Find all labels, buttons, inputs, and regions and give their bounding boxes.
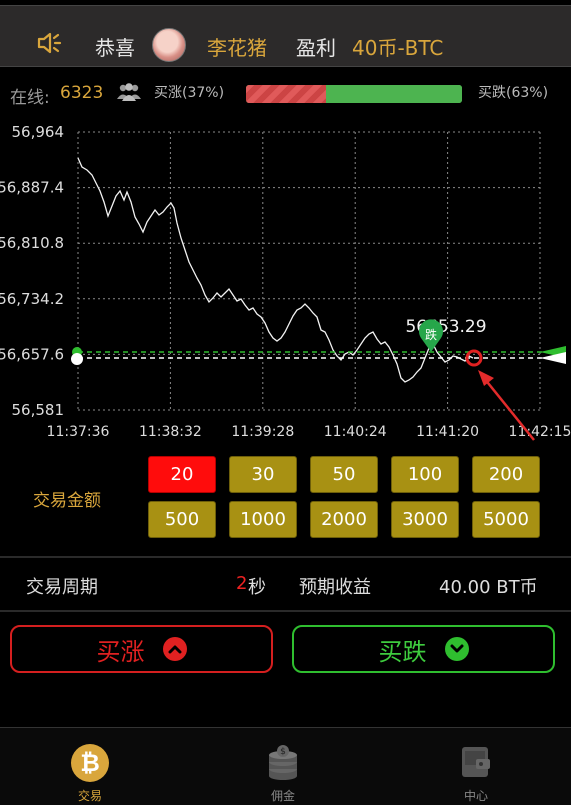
trade-marker-pin (419, 319, 444, 352)
amount-option-1000[interactable]: 1000 (229, 501, 297, 538)
announcement-banner: 恭喜 李花猪 盈利 40币-BTC (0, 0, 571, 72)
nav-item-center[interactable]: 中心 (426, 728, 526, 805)
settlement-marker (465, 349, 483, 367)
price-line (77, 157, 474, 383)
amount-option-30[interactable]: 30 (229, 456, 297, 493)
amount-option-100[interactable]: 100 (391, 456, 459, 493)
price-label: 56653.29 (405, 317, 486, 337)
trade-amount-label: 交易金额 (33, 491, 101, 511)
nav-label-commission: 佣金 (270, 789, 295, 803)
ratio-up-fill (246, 85, 326, 103)
current-left-dot (71, 353, 83, 365)
winner-avatar (152, 28, 186, 62)
amount-option-20[interactable]: 20 (148, 456, 216, 493)
x-tick-label: 11:40:24 (324, 424, 387, 440)
divider (0, 610, 571, 612)
expected-return-value: 40.00 BT币 (439, 577, 538, 598)
y-tick-label: 56,810.8 (0, 234, 64, 252)
amount-option-200[interactable]: 200 (472, 456, 540, 493)
sentiment-ratio-bar (246, 85, 462, 103)
coins-icon: $ (269, 745, 297, 780)
annotation-arrow-head (478, 370, 494, 386)
current-right-marker (540, 352, 566, 364)
chevron-down-icon (444, 637, 469, 661)
buy-down-ratio-label: 买跌(63%) (478, 85, 549, 101)
y-tick-label: 56,657.6 (0, 345, 64, 363)
x-tick-label: 11:38:32 (139, 424, 202, 440)
expected-return-label: 预期收益 (299, 577, 371, 598)
buy-up-button[interactable]: 买涨 (10, 625, 273, 673)
winner-name: 李花猪 (207, 36, 267, 60)
y-tick-label: 56,887.4 (0, 179, 64, 197)
trade-period-value: 2 (236, 573, 248, 594)
trade-marker-label: 跌 (425, 327, 437, 342)
bitcoin-icon: ₿ (71, 744, 109, 782)
trade-period-label: 交易周期 (26, 577, 98, 598)
x-tick-label: 11:41:20 (416, 424, 479, 440)
profit-label: 盈利 (296, 36, 336, 60)
ratio-down-fill (325, 85, 462, 103)
amount-option-500[interactable]: 500 (148, 501, 216, 538)
x-tick-label: 11:42:15 (509, 424, 571, 440)
divider (0, 556, 571, 558)
chevron-up-icon (162, 637, 187, 661)
buy-up-label: 买涨 (96, 637, 145, 666)
online-label: 在线: (10, 88, 50, 108)
x-tick-label: 11:39:28 (231, 424, 294, 440)
y-tick-label: 56,964 (12, 123, 65, 141)
x-tick-label: 11:37:36 (47, 424, 110, 440)
buy-down-label: 买跌 (378, 637, 427, 666)
people-icon (117, 83, 141, 101)
nav-label-trade: 交易 (77, 789, 102, 803)
y-tick-label: 56,581 (12, 401, 65, 419)
amount-option-2000[interactable]: 2000 (310, 501, 378, 538)
bottom-nav: ₿ 交易 $ 佣金 中心 (0, 727, 571, 805)
speaker-icon[interactable] (36, 30, 62, 56)
nav-label-center: 中心 (463, 789, 488, 803)
svg-text:₿: ₿ (80, 749, 100, 777)
buy-up-ratio-label: 买涨(37%) (154, 85, 225, 101)
nav-item-trade[interactable]: ₿ 交易 (40, 728, 140, 805)
amount-option-50[interactable]: 50 (310, 456, 378, 493)
online-count: 6323 (60, 83, 104, 103)
price-chart: 56,964 56,887.4 56,810.8 56,734.2 56,657.6 56… (0, 123, 571, 441)
announcement-bar: 恭喜 李花猪 盈利 40币-BTC (0, 5, 571, 67)
y-tick-label: 56,734.2 (0, 290, 64, 308)
annotation-arrow-line (483, 377, 535, 441)
amount-option-5000[interactable]: 5000 (472, 501, 540, 538)
profit-amount: 40币-BTC (352, 36, 444, 60)
announcement-prefix: 恭喜 (95, 36, 135, 60)
buy-down-button[interactable]: 买跌 (292, 625, 555, 673)
wallet-icon (462, 747, 490, 777)
nav-item-commission[interactable]: $ 佣金 (233, 728, 333, 805)
trade-period-unit: 秒 (248, 577, 266, 598)
trade-amount-grid: 20 30 50 100 200 500 1000 2000 3000 5000 (148, 456, 548, 540)
amount-option-3000[interactable]: 3000 (391, 501, 459, 538)
svg-text:$: $ (280, 747, 286, 757)
